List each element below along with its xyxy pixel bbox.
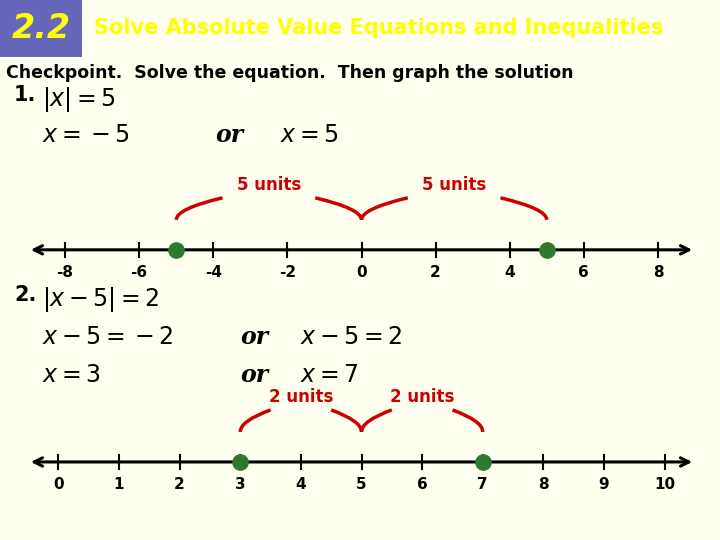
Text: 8: 8 [538, 477, 549, 492]
Text: $x-5=2$: $x-5=2$ [300, 325, 402, 349]
Text: $x=-5$: $x=-5$ [42, 123, 130, 147]
Text: $x=7$: $x=7$ [300, 363, 359, 387]
Text: -2: -2 [279, 265, 296, 280]
Text: 2.: 2. [14, 285, 37, 305]
Text: -8: -8 [57, 265, 73, 280]
Text: 5 units: 5 units [422, 176, 486, 194]
Text: or: or [240, 325, 269, 349]
Text: 5: 5 [356, 477, 366, 492]
Text: or: or [240, 363, 269, 387]
Text: 2.2: 2.2 [12, 12, 71, 45]
Text: -4: -4 [204, 265, 222, 280]
Text: 6: 6 [578, 265, 589, 280]
Text: $x=3$: $x=3$ [42, 363, 101, 387]
Text: $|x|=5$: $|x|=5$ [42, 85, 116, 114]
Text: 1.: 1. [14, 85, 37, 105]
Text: or: or [215, 123, 243, 147]
Text: 4: 4 [295, 477, 306, 492]
Text: 10: 10 [654, 477, 675, 492]
Text: $x-5=-2$: $x-5=-2$ [42, 325, 174, 349]
Text: 8: 8 [652, 265, 663, 280]
Text: 3: 3 [235, 477, 246, 492]
Text: 0: 0 [356, 265, 366, 280]
Text: 1: 1 [114, 477, 125, 492]
Text: 2 units: 2 units [269, 388, 333, 406]
Text: $|x-5|=2$: $|x-5|=2$ [42, 285, 160, 314]
Text: $x=5$: $x=5$ [280, 123, 338, 147]
Text: 9: 9 [599, 477, 609, 492]
Text: 2: 2 [431, 265, 441, 280]
Text: 2: 2 [174, 477, 185, 492]
Text: Solve Absolute Value Equations and Inequalities: Solve Absolute Value Equations and Inequ… [94, 18, 663, 38]
Text: 6: 6 [417, 477, 428, 492]
Text: 0: 0 [53, 477, 63, 492]
FancyBboxPatch shape [0, 0, 82, 57]
Text: Checkpoint.  Solve the equation.  Then graph the solution: Checkpoint. Solve the equation. Then gra… [6, 64, 574, 82]
Text: -6: -6 [130, 265, 148, 280]
Text: 2 units: 2 units [390, 388, 454, 406]
Text: 7: 7 [477, 477, 488, 492]
Text: 5 units: 5 units [237, 176, 301, 194]
Text: 4: 4 [505, 265, 515, 280]
